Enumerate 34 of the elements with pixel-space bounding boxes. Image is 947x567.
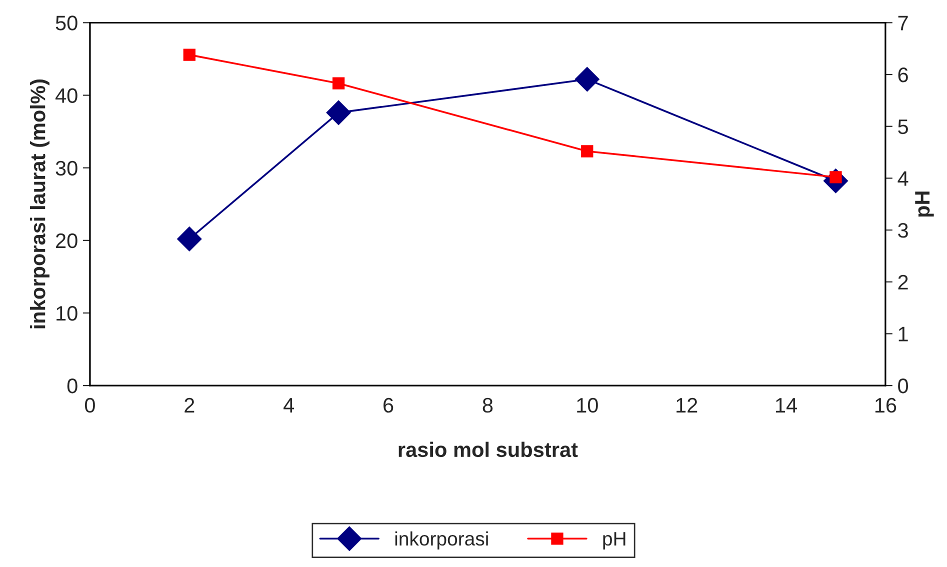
y2-tick-label: 6 — [898, 68, 908, 82]
y2-tick-label: 2 — [898, 274, 908, 290]
x-tick-label: 14 — [776, 398, 797, 412]
y2-tick-label: 7 — [898, 16, 908, 30]
y-tick-label: 10 — [56, 306, 78, 321]
x-axis-title: rasio mol substrat — [398, 442, 578, 458]
y2-axis-title: pH — [915, 192, 934, 217]
point — [332, 77, 345, 90]
x-tick-label: 2 — [184, 398, 194, 412]
legend-label: inkorporasi — [395, 531, 488, 550]
x-tick-label: 8 — [482, 398, 493, 413]
point — [326, 100, 351, 125]
y-tick-label: 0 — [67, 378, 78, 394]
x-tick-label: 4 — [284, 398, 294, 412]
x-tick-label: 6 — [384, 398, 394, 413]
y-axis-title: inkorporasi laurat (mol%) — [30, 80, 50, 328]
x-tick-label: 0 — [84, 398, 95, 413]
point — [177, 226, 202, 252]
point — [581, 145, 594, 158]
point — [183, 48, 196, 61]
point — [574, 66, 600, 92]
y-tick-label: 40 — [55, 88, 78, 104]
y-tick-label: 50 — [56, 16, 78, 30]
legend-label: pH — [603, 532, 626, 550]
y2-tick-label: 3 — [898, 223, 908, 238]
y-tick-label: 20 — [56, 233, 78, 248]
x-tick-label: 10 — [577, 398, 598, 413]
y2-tick-label: 1 — [898, 326, 908, 342]
y2-tick-label: 4 — [898, 171, 908, 186]
y-tick-label: 30 — [56, 160, 78, 176]
x-tick-label: 12 — [676, 398, 698, 412]
y2-tick-label: 5 — [898, 120, 908, 134]
y2-tick-label: 0 — [898, 378, 908, 394]
x-tick-label: 16 — [875, 398, 896, 413]
